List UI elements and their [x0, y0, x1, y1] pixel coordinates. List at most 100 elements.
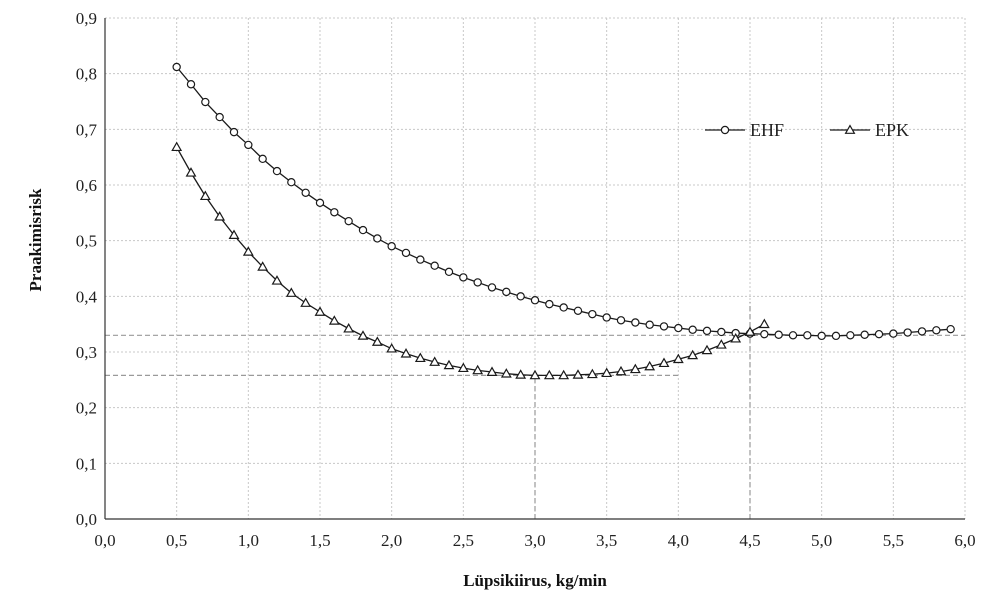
x-tick-label: 1,5: [309, 531, 330, 550]
data-point-epk: [300, 297, 312, 307]
x-tick-label: 6,0: [954, 531, 975, 550]
y-tick-label: 0,7: [76, 120, 98, 139]
data-point-epk: [615, 365, 627, 376]
data-point-epk: [271, 275, 283, 285]
series-line-epk: [176, 146, 765, 377]
data-point-ehf: [774, 330, 783, 339]
legend-item-ehf: EHF: [705, 120, 784, 140]
data-point-epk: [285, 287, 297, 297]
data-point-epk: [629, 363, 641, 374]
data-point-epk: [601, 367, 613, 378]
data-point-ehf: [358, 225, 368, 235]
data-point-epk: [443, 359, 455, 370]
data-point-ehf: [846, 331, 855, 340]
y-tick-label: 0,8: [76, 65, 97, 84]
x-tick-label: 0,5: [166, 531, 187, 550]
data-point-ehf: [344, 216, 353, 226]
data-point-epk: [328, 315, 340, 325]
data-point-ehf: [487, 283, 497, 292]
data-point-ehf: [387, 242, 396, 251]
data-point-epk: [586, 368, 598, 379]
data-point-ehf: [473, 278, 482, 287]
data-point-ehf: [244, 140, 253, 150]
data-point-ehf: [301, 188, 310, 197]
data-point-epk: [658, 357, 670, 368]
x-tick-label: 2,0: [381, 531, 402, 550]
data-point-ehf: [315, 198, 325, 208]
data-point-ehf: [573, 306, 583, 316]
data-point-epk: [386, 343, 398, 353]
data-point-ehf: [215, 112, 224, 122]
legend-marker: [720, 125, 730, 135]
legend-label: EPK: [875, 120, 909, 140]
data-point-epk: [314, 306, 326, 316]
data-point-epk: [701, 344, 713, 355]
legend-marker: [844, 124, 856, 134]
data-point-ehf: [401, 248, 411, 258]
data-point-epk: [515, 369, 527, 379]
y-tick-label: 0,3: [76, 343, 97, 362]
data-point-ehf: [903, 328, 912, 337]
data-point-epk: [400, 348, 412, 358]
y-tick-labels: 0,0 0,1 0,2 0,3 0,4 0,5 0,6 0,7 0,8 0,9: [76, 9, 98, 529]
data-point-ehf: [229, 127, 239, 137]
data-point-epk: [414, 352, 426, 363]
data-point-epk: [228, 229, 240, 239]
data-point-ehf: [516, 292, 525, 301]
y-tick-label: 0,9: [76, 9, 97, 28]
data-point-ehf: [702, 326, 712, 336]
x-tick-label: 3,0: [524, 531, 545, 550]
data-point-epk: [558, 369, 570, 380]
data-point-epk: [171, 141, 183, 152]
x-tick-labels: 0,0 0,5 1,0 1,5 2,0 2,5 3,0 3,5 4,0 4,5 5,0 5,5 6,0: [94, 531, 975, 550]
data-point-ehf: [874, 329, 884, 339]
data-point-ehf: [645, 320, 654, 329]
data-point-epk: [199, 190, 211, 201]
data-point-ehf: [946, 324, 955, 334]
legend: EHF EPK: [705, 120, 909, 140]
legend-item-epk: EPK: [830, 120, 909, 140]
data-point-epk: [371, 336, 383, 346]
data-point-epk: [343, 323, 355, 333]
x-axis-title: Lüpsikiirus, kg/min: [463, 571, 607, 590]
data-point-epk: [672, 353, 684, 364]
data-point-ehf: [602, 313, 611, 322]
data-point-ehf: [788, 331, 798, 340]
legend-label: EHF: [750, 120, 784, 140]
data-point-epk: [529, 369, 541, 380]
data-point-epk: [572, 369, 584, 379]
axes: [104, 18, 965, 520]
y-axis-title: Praakimisrisk: [26, 188, 45, 291]
data-point-epk: [457, 362, 469, 373]
data-point-ehf: [502, 287, 511, 297]
x-tick-label: 3,5: [596, 531, 617, 550]
data-point-ehf: [717, 327, 726, 337]
data-point-ehf: [831, 331, 841, 341]
data-point-ehf: [588, 309, 597, 319]
data-point-ehf: [186, 80, 196, 89]
data-point-epk: [357, 330, 369, 340]
data-point-ehf: [889, 329, 898, 338]
data-point-epk: [543, 369, 555, 380]
x-tick-label: 1,0: [238, 531, 259, 550]
y-tick-label: 0,0: [76, 510, 97, 529]
data-point-epk: [730, 333, 742, 343]
data-point-ehf: [287, 178, 296, 187]
y-tick-label: 0,5: [76, 232, 97, 251]
data-point-ehf: [559, 303, 568, 312]
data-point-ehf: [688, 325, 697, 334]
data-point-ehf: [201, 97, 210, 107]
data-point-ehf: [674, 323, 683, 333]
x-tick-label: 2,5: [453, 531, 474, 550]
data-point-ehf: [373, 234, 382, 243]
series-ehf: [172, 62, 955, 341]
data-point-ehf: [917, 327, 927, 336]
x-tick-label: 4,5: [739, 531, 760, 550]
x-tick-label: 4,0: [668, 531, 689, 550]
data-point-epk: [472, 364, 484, 375]
data-point-epk: [744, 326, 756, 336]
data-point-ehf: [330, 208, 339, 217]
data-point-ehf: [530, 296, 540, 305]
data-point-ehf: [817, 331, 826, 341]
